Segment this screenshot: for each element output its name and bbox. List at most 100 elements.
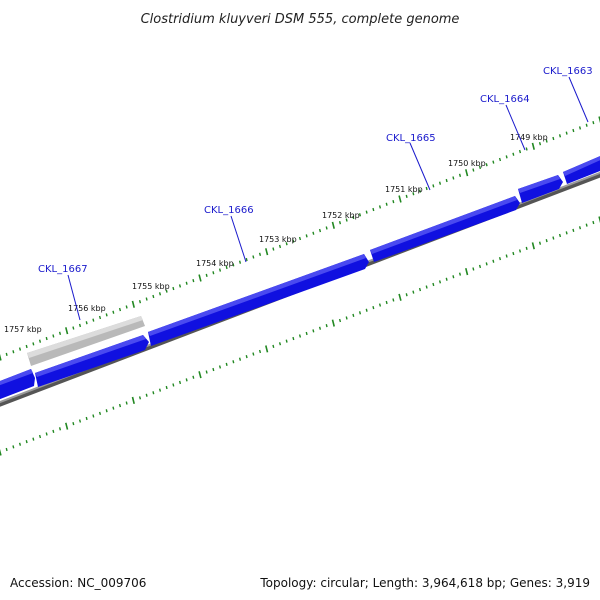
minor-tick [118, 403, 122, 408]
gene-labels: CKL_1667 CKL_1666 CKL_1665 CKL_1664 CKL_… [38, 66, 593, 275]
minor-tick [32, 437, 35, 441]
major-tick [598, 116, 600, 124]
major-tick [465, 169, 469, 177]
minor-tick [318, 326, 322, 330]
minor-tick [338, 221, 342, 225]
gene-label-ckl-1665[interactable]: CKL_1665 [386, 133, 436, 144]
minor-tick [105, 313, 108, 317]
minor-tick [572, 228, 575, 232]
callout-line [230, 215, 247, 263]
minor-tick [225, 265, 228, 270]
gene-block-1667[interactable] [35, 335, 149, 387]
minor-tick [305, 331, 308, 336]
gene-block-partial-left[interactable] [0, 369, 35, 401]
minor-tick [152, 391, 155, 395]
gene-block-1663-shade [563, 156, 600, 176]
minor-tick [405, 194, 408, 198]
major-tick [598, 216, 600, 224]
minor-tick [85, 321, 88, 325]
minor-tick [352, 313, 355, 317]
gene-block-1664-shade [518, 175, 560, 193]
minor-tick [172, 286, 175, 291]
minor-tick [25, 440, 28, 444]
major-tick [531, 242, 535, 250]
gene-label-ckl-1666[interactable]: CKL_1666 [204, 205, 254, 216]
minor-tick [485, 262, 488, 266]
minor-tick [325, 324, 328, 328]
major-tick [65, 422, 69, 430]
kbp-label: 1754 kbp [196, 259, 234, 268]
minor-tick [412, 192, 415, 196]
minor-tick [445, 277, 448, 281]
gene-block-1666[interactable] [148, 254, 369, 346]
minor-tick [285, 339, 288, 343]
minor-tick [258, 349, 262, 354]
minor-tick [278, 244, 282, 249]
gene-block-1664[interactable] [518, 175, 563, 203]
minor-tick [192, 375, 195, 379]
minor-tick [258, 252, 262, 256]
outer-tick-track [0, 116, 600, 361]
gene-label-ckl-1663[interactable]: CKL_1663 [543, 66, 593, 77]
major-tick [131, 396, 135, 404]
minor-tick [18, 347, 22, 351]
minor-tick [345, 218, 348, 222]
minor-tick [218, 365, 222, 369]
minor-tick [358, 213, 362, 217]
minor-tick [525, 246, 528, 250]
major-tick [531, 142, 535, 150]
inner-tick-track [0, 216, 600, 456]
minor-tick [298, 236, 302, 241]
minor-tick [558, 134, 562, 138]
minor-tick [378, 303, 382, 307]
minor-tick [498, 157, 502, 162]
minor-tick [518, 249, 522, 253]
callout-line [568, 76, 589, 123]
minor-tick [585, 123, 588, 127]
minor-tick [58, 427, 62, 431]
minor-tick [72, 326, 75, 330]
minor-tick [298, 334, 302, 338]
minor-tick [538, 241, 542, 245]
minor-tick [12, 445, 15, 449]
minor-tick [545, 139, 548, 143]
major-tick [398, 195, 402, 203]
minor-tick [38, 434, 42, 439]
minor-tick [318, 228, 322, 233]
minor-tick [512, 152, 515, 156]
minor-tick [205, 370, 208, 374]
minor-tick [305, 234, 308, 238]
callout-line [409, 142, 431, 191]
minor-tick [232, 263, 235, 267]
minor-tick [312, 231, 315, 235]
kbp-label: 1751 kbp [385, 185, 423, 194]
minor-tick [158, 388, 162, 392]
major-tick [465, 268, 469, 276]
major-tick [331, 221, 335, 229]
gene-block-partial-left-shade [0, 369, 33, 386]
minor-tick [385, 202, 388, 206]
minor-tick [212, 367, 215, 372]
minor-tick [552, 136, 555, 141]
major-tick [265, 248, 269, 256]
minor-tick [498, 257, 502, 261]
minor-tick [592, 220, 595, 225]
major-tick [65, 327, 69, 335]
minor-tick [452, 275, 455, 279]
minor-tick [98, 315, 102, 320]
summary-text: Topology: circular; Length: 3,964,618 bp… [259, 576, 590, 590]
gene-block-1665-shade [370, 196, 517, 254]
minor-tick [518, 149, 522, 154]
minor-tick [78, 419, 82, 423]
gene-label-ckl-1664[interactable]: CKL_1664 [480, 94, 530, 105]
minor-tick [145, 297, 148, 301]
kbp-label: 1749 kbp [510, 133, 548, 142]
gene-label-ckl-1667[interactable]: CKL_1667 [38, 264, 88, 275]
minor-tick [505, 254, 508, 258]
minor-tick [365, 210, 368, 214]
minor-tick [338, 318, 342, 323]
minor-tick [372, 306, 375, 310]
minor-tick [405, 293, 408, 297]
minor-tick [45, 336, 48, 341]
minor-tick [92, 414, 95, 418]
